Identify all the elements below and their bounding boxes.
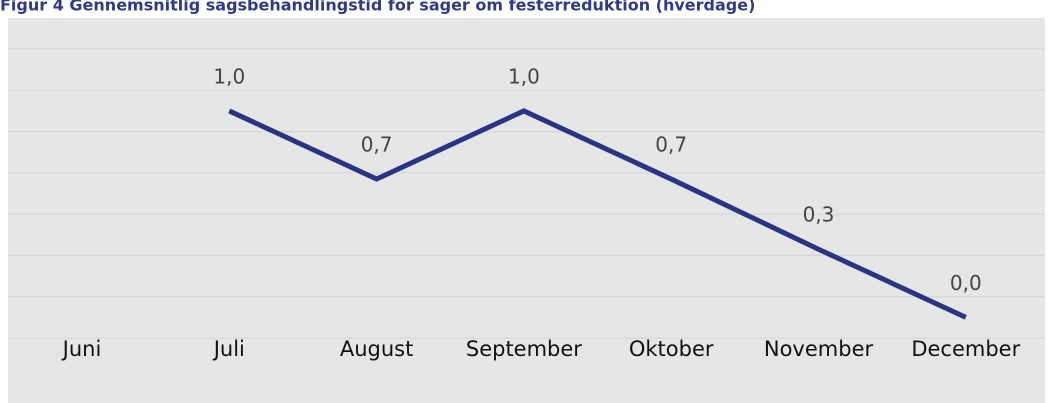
x-tick-label: Juni: [61, 337, 102, 361]
x-tick-label: Oktober: [629, 337, 714, 361]
data-label: 0,0: [950, 271, 982, 295]
data-label: 0,7: [655, 133, 687, 157]
data-label: 1,0: [213, 64, 245, 88]
data-label: 1,0: [508, 64, 540, 88]
x-tick-label: Juli: [212, 337, 245, 361]
data-label: 0,7: [361, 133, 393, 157]
x-tick-label: August: [340, 337, 414, 361]
data-label: 0,3: [803, 203, 835, 227]
chart-title: Figur 4 Gennemsnitlig sagsbehandlingstid…: [0, 0, 755, 15]
data-line: [228, 108, 967, 320]
x-tick-label: November: [764, 337, 874, 361]
chart-background: [8, 18, 1045, 403]
x-tick-label: September: [466, 337, 582, 361]
x-tick-label: December: [911, 337, 1020, 361]
